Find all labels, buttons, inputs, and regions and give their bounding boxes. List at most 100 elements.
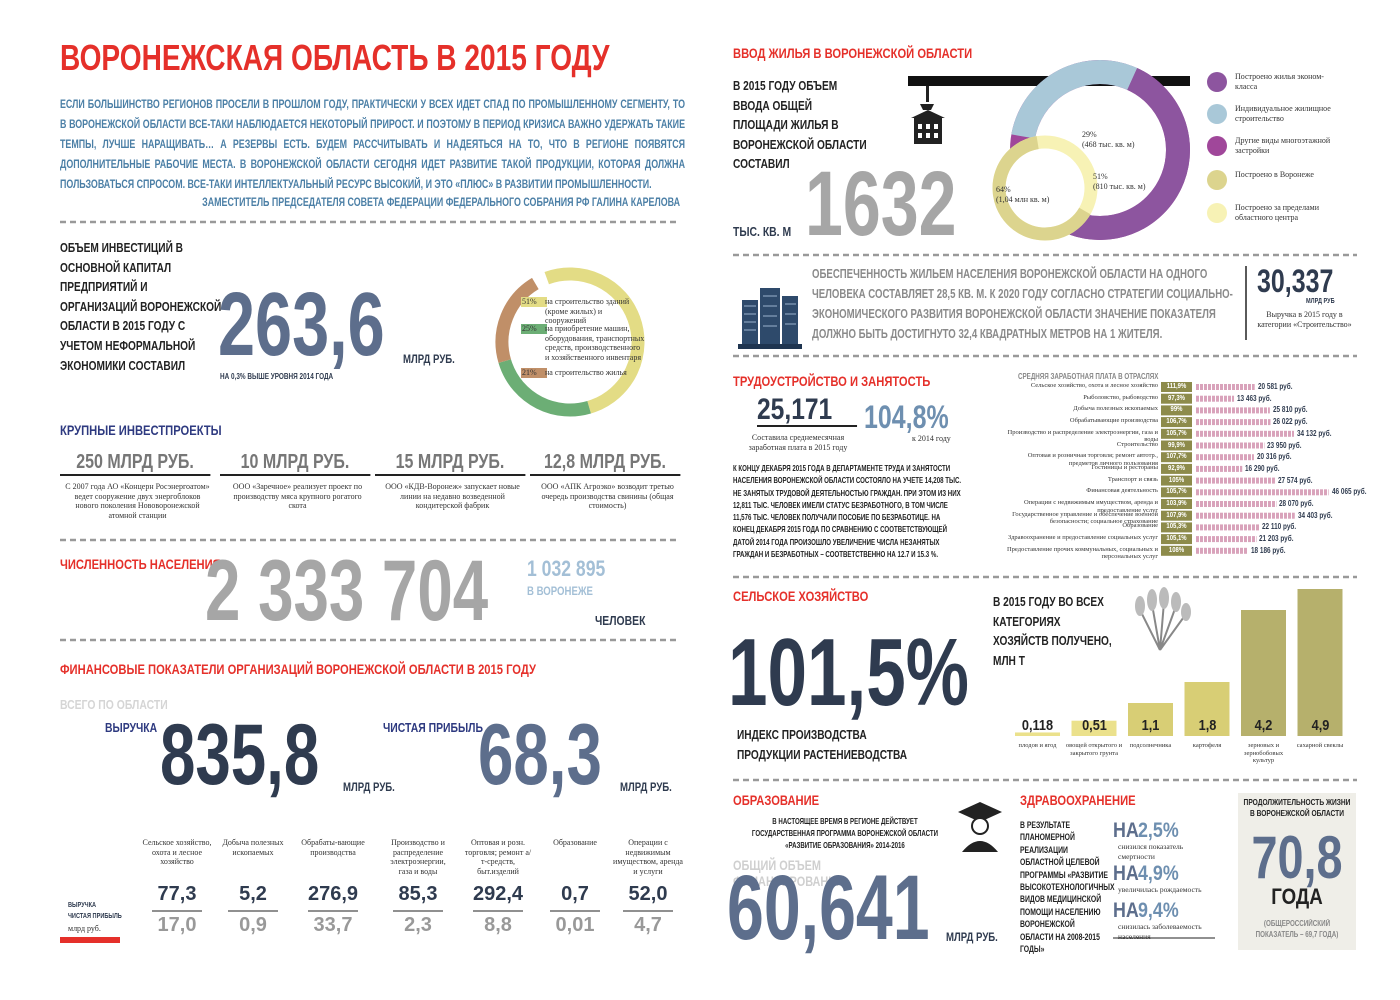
result-value: 2,5% — [1138, 819, 1179, 842]
buildings-icon — [738, 288, 802, 349]
housing-value: 1632 — [805, 153, 957, 255]
life-title: ПРОДОЛЖИТЕЛЬНОСТЬ ЖИЗНИ В ВОРОНЕЖСКОЙ ОБ… — [1243, 797, 1351, 818]
wage-name: Рыболовство, рыбоводство — [1083, 393, 1158, 401]
harvest-label: 0,118 — [1021, 717, 1054, 734]
labor-text: К КОНЦУ ДЕКАБРЯ 2015 ГОДА В ДЕПАРТАМЕНТЕ… — [733, 463, 962, 560]
sector-name: Образование — [553, 838, 597, 847]
sector-name: Добыча полезных ископаемых — [222, 838, 284, 857]
funding-value: 60,641 — [727, 857, 930, 959]
life-unit: ГОДА — [1271, 884, 1323, 909]
donut-segment — [495, 267, 645, 417]
wage-bar — [1195, 512, 1295, 519]
sector-revenue: 77,3 — [157, 883, 197, 905]
wage-name: Добыча полезных ископаемых — [1073, 405, 1158, 413]
funding-unit: МЛРД РУБ. — [946, 930, 998, 944]
wage-label: 23 950 руб. — [1267, 440, 1302, 450]
segment-label: 21% — [521, 368, 547, 378]
construction-unit: МЛРД РУБ — [1306, 298, 1335, 305]
harvest-bar — [1241, 610, 1286, 736]
legend-text: Построено в Воронеже — [1235, 170, 1314, 179]
index-tag — [1161, 440, 1192, 451]
section-title: ТРУДОУСТРОЙСТВО И ЗАНЯТОСТЬ — [733, 373, 931, 389]
ring-note: (1,04 млн кв. м) — [996, 195, 1050, 204]
agri-index: 101,5% — [728, 619, 969, 726]
wage-bar — [1195, 477, 1275, 484]
wage-index: 105,3% — [1166, 523, 1187, 531]
result-value: 4,9% — [1138, 862, 1179, 885]
index-tag — [1161, 405, 1192, 416]
index-tag — [1161, 487, 1192, 498]
harvest-label: 1,1 — [1141, 717, 1160, 734]
legend-swatch — [1207, 136, 1227, 156]
legend-profit: ЧИСТАЯ ПРИБЫЛЬ — [68, 913, 122, 920]
wage-index: 105,1% — [1166, 535, 1187, 543]
index-tag — [1161, 428, 1192, 439]
wage-bar — [1195, 442, 1265, 449]
sector-revenue: 5,2 — [239, 883, 267, 905]
crane-roof — [911, 110, 945, 118]
wage-name: Операции с недвижимым имуществом, аренда… — [1023, 499, 1158, 514]
wage-index: 99,9% — [1168, 441, 1185, 449]
revenue-value: 835,8 — [160, 707, 320, 803]
wage-name: Здравоохранение и предоставление социаль… — [1008, 534, 1158, 542]
wage-label: 22 110 руб. — [1262, 522, 1297, 532]
segment-text: на строительство жилья — [545, 368, 627, 377]
result-text: снизилась заболеваемость населения — [1118, 922, 1202, 941]
result-prefix: НА — [1113, 819, 1139, 842]
sector-profit: 33,7 — [313, 914, 353, 936]
harvest-bar — [1015, 732, 1060, 736]
index-tag — [1161, 393, 1192, 404]
project-amount: 250 МЛРД РУБ. — [60, 452, 210, 476]
investment-value: 263,6 — [218, 275, 385, 375]
harvest-bar — [1128, 703, 1173, 736]
wage-bar — [1195, 395, 1235, 402]
wage-label: 46 065 руб. — [1331, 487, 1367, 497]
index-tag — [1161, 522, 1192, 533]
population-value: 2 333 704 — [205, 543, 489, 639]
wage-index: 106,7% — [1166, 418, 1187, 426]
wage-bar — [1195, 407, 1270, 414]
wage-bar — [1195, 536, 1257, 543]
result-text: увеличилась рождаемость — [1118, 885, 1202, 894]
wage-name: Гостиницы и рестораны — [1091, 463, 1158, 471]
life-note: (ОБЩЕРОССИЙСКИЙ ПОКАЗАТЕЛЬ – 69,7 ГОДА) — [1255, 919, 1339, 939]
sector-revenue: 85,3 — [398, 883, 438, 905]
legend-text: Индивидуальное жилищное строительство — [1235, 104, 1331, 123]
wage-label: 18 186 руб. — [1250, 545, 1286, 555]
harvest-category: овощей открытого и закрытого грунта — [1065, 742, 1123, 757]
index-tag — [1161, 463, 1192, 474]
wage-name: Предоставление прочих коммунальных, соци… — [1006, 545, 1158, 561]
result-prefix: НА — [1113, 899, 1139, 922]
wage-index: 105,7% — [1166, 488, 1187, 496]
project-text: ООО «КДВ-Воронеж» запускает новые линии … — [385, 482, 520, 510]
wages-title: СРЕДНЯЯ ЗАРАБОТНАЯ ПЛАТА В ОТРАСЛЯХ — [1018, 372, 1159, 381]
wheat-icon — [1135, 587, 1191, 651]
profit-label: ЧИСТАЯ ПРИБЫЛЬ — [383, 720, 483, 735]
construction-value: 30,337 — [1257, 263, 1334, 299]
sector-profit: 0,9 — [239, 914, 267, 936]
sector-name: Оптовая и розн. торговля; ремонт а/т-сре… — [464, 838, 532, 876]
wage-index: 105,7% — [1166, 429, 1187, 437]
section-title: ЗДРАВООХРАНЕНИЕ — [1020, 792, 1136, 808]
index-tag — [1161, 382, 1192, 392]
segment-text: на строительство зданий (кроме жилых) и … — [545, 297, 630, 325]
section-title: СЕЛЬСКОЕ ХОЗЯЙСТВО — [733, 588, 869, 604]
investment-text: ОБЪЕМ ИНВЕСТИЦИЙ В ОСНОВНОЙ КАПИТАЛ ПРЕД… — [60, 240, 222, 373]
wage-label: 16 290 руб. — [1245, 463, 1280, 473]
result-value: 9,4% — [1138, 899, 1179, 922]
wage-label: 27 574 руб. — [1277, 475, 1313, 485]
section-title: ВВОД ЖИЛЬЯ В ВОРОНЕЖСКОЙ ОБЛАСТИ — [733, 45, 973, 61]
index-tag — [1161, 499, 1192, 509]
segment-label: 51% — [521, 297, 547, 307]
crane-icon — [911, 86, 945, 144]
wage-label: 34 132 руб. — [1296, 428, 1332, 438]
index-tag — [1161, 545, 1192, 556]
revenue-label: ВЫРУЧКА — [105, 720, 158, 735]
harvest-text: В 2015 ГОДУ ВО ВСЕХ КАТЕГОРИЯХ ХОЗЯЙСТВ … — [993, 594, 1112, 668]
legend-swatch — [1207, 203, 1227, 223]
legend-revenue: ВЫРУЧКА — [68, 902, 97, 909]
sector-profit: 17,0 — [157, 914, 197, 936]
funding-label: ОБЩИЙ ОБЪЕМ ФИНАНСИРОВАНИЯ — [733, 857, 845, 889]
life-box — [1238, 793, 1356, 950]
